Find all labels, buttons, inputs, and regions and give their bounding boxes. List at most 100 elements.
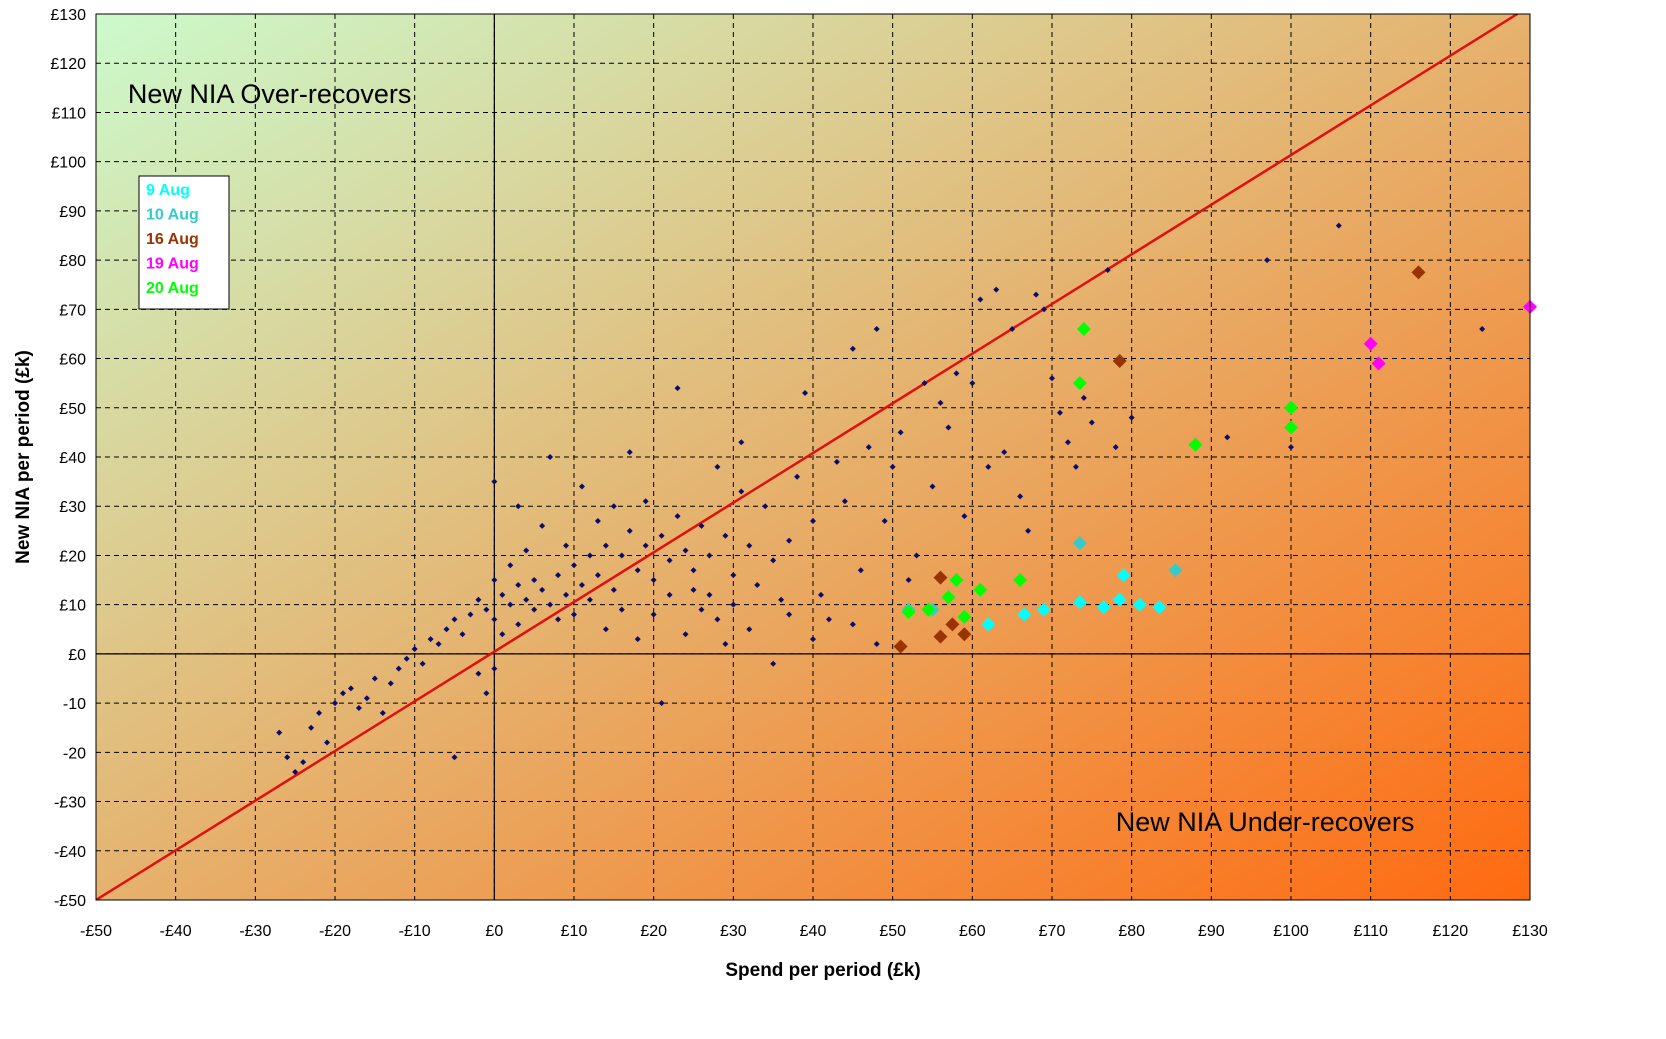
data-point	[849, 621, 856, 628]
data-point	[1072, 463, 1079, 470]
data-point	[949, 573, 964, 588]
data-point	[941, 590, 956, 605]
data-point	[515, 581, 522, 588]
data-point	[873, 326, 880, 333]
data-point	[1072, 376, 1087, 391]
data-point	[1041, 306, 1048, 313]
data-point	[722, 532, 729, 539]
data-point	[499, 631, 506, 638]
data-point	[642, 498, 649, 505]
data-point	[1284, 400, 1298, 415]
legend-entry: 16 Aug	[146, 231, 199, 248]
data-point	[666, 557, 673, 564]
y-tick-label: £70	[59, 302, 86, 319]
y-tick-label: £40	[59, 450, 86, 467]
data-point	[674, 385, 681, 392]
y-tick-label: -£50	[54, 893, 86, 910]
data-point	[594, 517, 601, 524]
data-point	[523, 596, 530, 603]
data-point	[937, 399, 944, 406]
data-point	[1112, 592, 1127, 607]
data-point	[483, 606, 490, 613]
data-point	[957, 627, 972, 642]
data-point	[387, 680, 394, 687]
data-point	[969, 380, 976, 387]
legend-entry: 10 Aug	[146, 207, 199, 224]
data-point	[1001, 449, 1008, 456]
x-tick-label: £100	[1273, 923, 1309, 940]
y-tick-labels: £130 £120 £110 £100 £90 £80 £70 £60 £50 £40 £30 £20…	[50, 7, 86, 910]
legend-entry: 9 Aug	[146, 182, 190, 199]
data-point	[618, 552, 625, 559]
data-point	[642, 542, 649, 549]
data-point	[762, 503, 769, 510]
reference-line-layer	[96, 14, 1520, 900]
data-point	[961, 513, 968, 520]
data-point	[825, 616, 832, 623]
data-point	[1116, 568, 1131, 583]
data-point	[563, 591, 570, 598]
data-point	[419, 660, 426, 667]
data-point	[698, 606, 705, 613]
data-point	[714, 463, 721, 470]
x-tick-labels: -£50 -£40 -£30 -£20 -£10 £0 £10 £20 £30 £40 £50 £60…	[80, 923, 1548, 940]
data-point	[1112, 444, 1119, 451]
data-point	[690, 567, 697, 574]
y-tick-label: £50	[59, 401, 86, 418]
data-point	[435, 641, 442, 648]
data-point	[355, 705, 362, 712]
plot-border	[95, 13, 1531, 901]
data-point	[427, 636, 434, 643]
data-point	[658, 700, 665, 707]
data-point	[555, 572, 562, 579]
data-point	[901, 605, 916, 620]
data-point	[857, 567, 864, 574]
data-point	[292, 769, 299, 776]
y-tick-label: £0	[68, 647, 86, 664]
data-point	[1152, 600, 1167, 615]
data-point	[810, 636, 816, 643]
data-point	[515, 621, 522, 628]
data-point	[682, 631, 689, 638]
y-tick-label: £60	[59, 352, 86, 369]
data-point	[507, 601, 514, 608]
data-point	[1224, 434, 1231, 441]
data-point	[451, 616, 458, 623]
x-tick-label: £40	[800, 923, 827, 940]
x-tick-label: £130	[1512, 923, 1548, 940]
data-point	[1056, 409, 1063, 416]
data-point	[754, 581, 761, 588]
y-tick-label: -£40	[54, 844, 86, 861]
data-point	[953, 370, 960, 377]
x-tick-label: -£30	[239, 923, 271, 940]
y-tick-label: £110	[52, 105, 87, 122]
data-point	[674, 513, 681, 520]
data-point	[1033, 291, 1040, 298]
x-tick-label: £80	[1118, 923, 1145, 940]
data-point	[602, 542, 609, 549]
data-point	[610, 503, 617, 510]
data-point	[786, 537, 793, 544]
data-point	[1479, 326, 1486, 333]
data-point	[802, 390, 809, 397]
data-point	[1112, 354, 1127, 369]
data-point	[578, 581, 585, 588]
data-point	[634, 636, 641, 643]
data-point	[1017, 607, 1032, 622]
data-point	[977, 296, 984, 303]
data-point	[443, 626, 450, 633]
data-point	[547, 454, 554, 460]
y-tick-label: £120	[50, 56, 86, 73]
data-point	[817, 591, 824, 598]
data-point	[833, 458, 840, 465]
x-tick-label: £0	[485, 923, 503, 940]
data-point	[770, 660, 777, 667]
x-tick-label: -£20	[319, 923, 351, 940]
data-point	[332, 700, 338, 707]
data-point	[602, 626, 609, 633]
data-point	[1188, 437, 1203, 452]
data-point	[626, 449, 633, 456]
data-point	[371, 675, 378, 682]
data-point	[794, 473, 801, 480]
